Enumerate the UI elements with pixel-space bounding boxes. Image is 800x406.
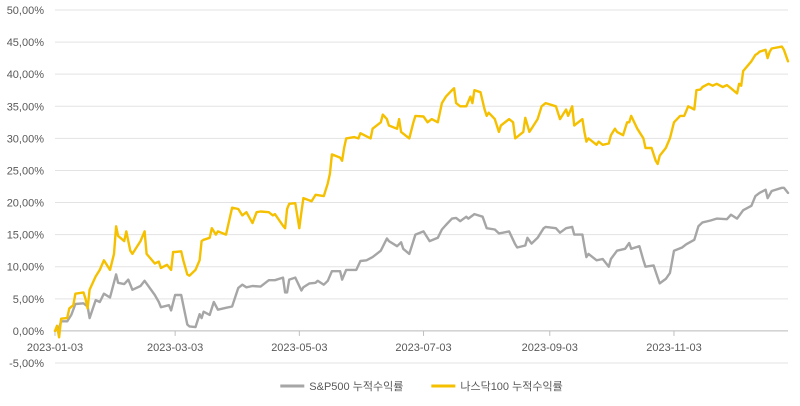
x-tick-label: 2023-01-03 <box>27 342 83 354</box>
y-tick-label: 30,00% <box>7 133 45 145</box>
y-tick-label: 25,00% <box>7 165 45 177</box>
y-tick-label: 10,00% <box>7 262 45 274</box>
x-tick-label: 2023-09-03 <box>522 342 578 354</box>
series-lines <box>53 45 790 339</box>
y-tick-label: 35,00% <box>7 101 45 113</box>
y-tick-label: 5,00% <box>13 294 44 306</box>
legend: S&P500 누적수익률 나스닥100 누적수익률 <box>280 380 563 393</box>
legend-label-nasdaq100: 나스닥100 누적수익률 <box>460 380 562 393</box>
y-tick-label: 0,00% <box>13 326 44 338</box>
y-tick-label: 20,00% <box>7 198 45 210</box>
axes: -5,00% 0,00% 5,00% 10,00% 15,00% 20,00% 25,00%… <box>7 5 788 370</box>
legend-label-sp500: S&P500 누적수익률 <box>309 380 403 393</box>
y-tick-label: 40,00% <box>7 69 45 81</box>
x-tick-label: 2023-11-03 <box>646 342 701 354</box>
x-tick-label: 2023-07-03 <box>395 342 451 354</box>
series-line-sp500 <box>53 186 790 333</box>
y-tick-label: -5,00% <box>9 358 44 370</box>
x-tick-label: 2023-03-03 <box>147 342 203 354</box>
y-tick-label: 15,00% <box>7 230 45 242</box>
gridlines <box>55 9 788 364</box>
x-tick-label: 2023-05-03 <box>271 342 327 354</box>
series-line-nasdaq100 <box>53 45 790 339</box>
y-tick-label: 50,00% <box>7 5 45 17</box>
y-tick-label: 45,00% <box>7 37 45 49</box>
